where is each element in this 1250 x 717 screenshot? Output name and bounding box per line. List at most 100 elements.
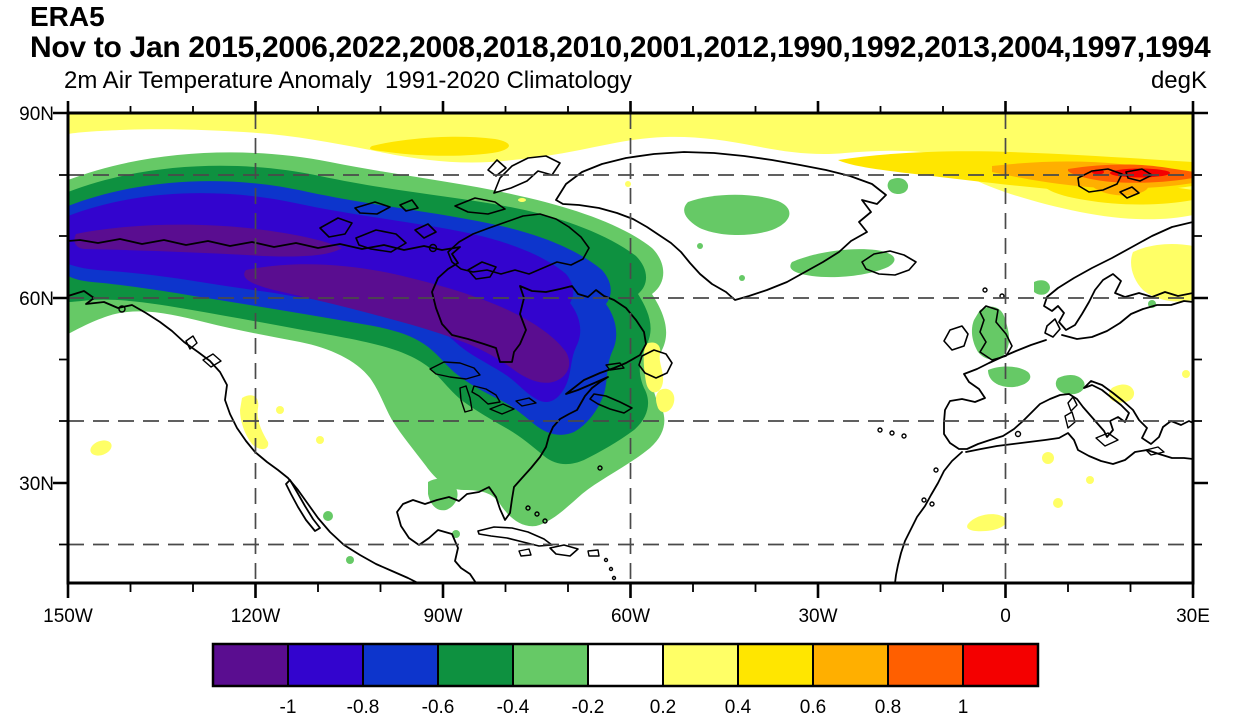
lat-label-30n: 30N [19, 474, 54, 495]
coastline-scandinavia [1043, 221, 1193, 331]
coastline-north-america-west [68, 290, 419, 583]
cold-level-1-central [244, 264, 570, 383]
coastline-africa-west [894, 451, 963, 583]
warm-patch-newfoundland [643, 342, 664, 393]
cold-patch-texas [428, 478, 458, 511]
coastline-svalbard [1077, 168, 1153, 199]
coastline-baja [285, 479, 321, 532]
colorbar-tick-label: 0.8 [875, 697, 901, 717]
map-frame [53, 101, 1208, 598]
colorbar-tick-label: -0.6 [422, 697, 455, 717]
coastline-newfoundland [638, 349, 673, 379]
canadian-arctic-islands [319, 155, 590, 275]
lon-label-150w: 150W [43, 606, 93, 627]
warm-patch-dot [276, 406, 284, 414]
lon-label-120w: 120W [231, 606, 281, 627]
coastline-nova-scotia [589, 393, 633, 414]
cold-patch-alps [1055, 374, 1085, 395]
composite-years-title: Nov to Jan 2015,2006,2022,2008,2018,2010… [30, 31, 1211, 64]
warm-patch-sahara-dot [1053, 498, 1063, 508]
warm-patch-dot [316, 436, 324, 444]
colorbar-cell-5 [587, 643, 664, 687]
cold-patch-continent [988, 366, 1031, 388]
coastline-anticosti [605, 362, 625, 371]
cold-patch-yucatan-channel [452, 530, 460, 538]
colorbar-tick-label: 0.6 [800, 697, 826, 717]
colorbar-cell-6 [662, 643, 739, 687]
warm-patch-devon [518, 198, 526, 202]
cold-anomaly-patches [323, 177, 1156, 564]
lat-label-90n: 90N [19, 104, 54, 125]
warm-level-0p6-svalbard-inner [1092, 179, 1148, 196]
warm-patch-atlantic [655, 388, 675, 413]
colorbar-cell-0 [212, 643, 289, 687]
warm-patch-nares [625, 181, 631, 187]
lon-label-90w: 90W [423, 606, 462, 627]
graticule-gridlines [68, 113, 1193, 583]
warm-patch-bc-coast [240, 395, 269, 450]
warm-patch-libya [1086, 476, 1094, 484]
warm-patch-algeria [1042, 452, 1054, 464]
colorbar-tick-label: 0.2 [650, 697, 676, 717]
warm-anomaly-region [68, 113, 1193, 302]
cold-patch-mexico-south [346, 556, 354, 564]
colorbar-tick-label: 0.4 [725, 697, 752, 717]
coastline-baltic-south [1061, 300, 1193, 340]
variable-subtitle: 2m Air Temperature Anomaly 1991-2020 Cli… [64, 67, 632, 94]
colorbar-cell-2 [362, 643, 439, 687]
map-plot-area [68, 113, 1193, 583]
coastline-denmark [1044, 318, 1061, 338]
lon-label-60w: 60W [611, 606, 650, 627]
colorbar-border [211, 642, 1040, 688]
caribbean-islands [477, 465, 617, 581]
lat-label-60n: 60N [19, 289, 54, 310]
coastline-europe-west [943, 339, 1193, 450]
pacific-islands [118, 305, 222, 368]
header: ERA5 Nov to Jan 2015,2006,2022,2008,2018… [30, 1, 1211, 94]
units-label: degK [1151, 67, 1207, 94]
lon-label-30w: 30W [798, 606, 837, 627]
warm-patch-sahara [967, 514, 1007, 532]
axis-labels: 90N 60N 30N 150W 120W 90W 60W 30W 0 30E [19, 104, 1210, 627]
colorbar: -1 -0.8 -0.6 -0.4 -0.2 0.2 0.4 0.6 0.8 1 [211, 642, 1040, 717]
dataset-title: ERA5 [30, 1, 105, 32]
lon-label-30e: 30E [1176, 606, 1210, 627]
cold-patch-greenland [684, 194, 790, 236]
cold-patch-greenland-south [739, 275, 745, 281]
minor-ticks [59, 106, 1202, 592]
cold-patch-greenland-dot [697, 243, 703, 249]
lon-label-0: 0 [1000, 606, 1011, 627]
colorbar-cell-4 [512, 643, 589, 687]
cold-patch-fram [887, 177, 909, 195]
warm-anomaly-patches [90, 181, 1190, 532]
colorbar-cell-3 [437, 643, 514, 687]
colorbar-tick-label: -1 [280, 697, 297, 717]
coastline-north-america-east [68, 238, 647, 583]
colorbar-tick-label: -0.8 [347, 697, 380, 717]
warm-level-0p2-scandinavia [1131, 244, 1193, 302]
warm-patch-balkans [1108, 384, 1135, 403]
colorbar-cell-9 [887, 643, 964, 687]
coastline-iceland [861, 250, 917, 276]
colorbar-cell-7 [737, 643, 814, 687]
warm-patch-pacific [90, 440, 112, 456]
great-lakes [429, 361, 537, 415]
cold-patch-mexico [323, 511, 333, 521]
coastlines [68, 151, 1193, 583]
colorbar-cell-8 [812, 643, 889, 687]
colorbar-tick-label: 1 [958, 697, 969, 717]
colorbar-tick-label: -0.2 [572, 697, 605, 717]
atlantic-islands [877, 427, 939, 507]
warm-patch-east-edge [1182, 370, 1190, 378]
colorbar-cell-1 [287, 643, 364, 687]
cold-patch-uk [971, 306, 1010, 360]
colorbar-tick-label: -0.4 [497, 697, 530, 717]
coastline-greenland [555, 151, 887, 301]
warm-level-0p2-band [68, 113, 1193, 179]
colorbar-cell-10 [962, 643, 1039, 687]
mediterranean-islands [1014, 396, 1165, 456]
warm-level-0p4-top-center [369, 136, 509, 156]
major-ticks [53, 101, 1208, 598]
